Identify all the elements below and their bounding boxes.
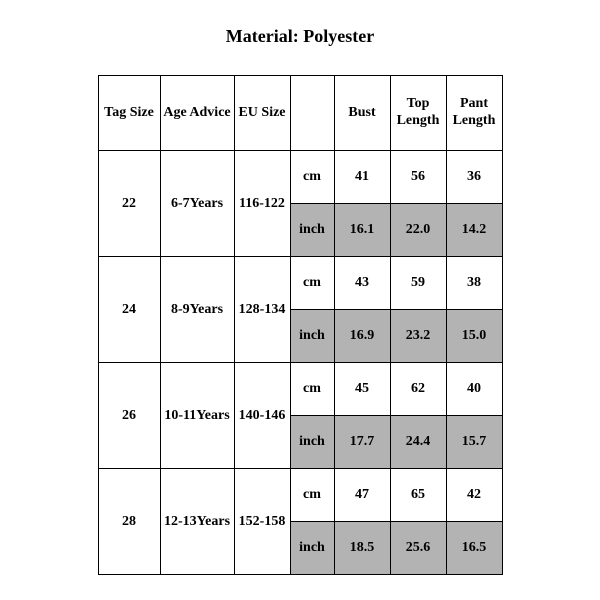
col-tag-size: Tag Size — [98, 76, 160, 151]
cell-eu-size: 116-122 — [234, 151, 290, 257]
col-age-advice: Age Advice — [160, 76, 234, 151]
cell-eu-size: 152-158 — [234, 469, 290, 575]
cell-unit-inch: inch — [290, 310, 334, 363]
cell-top-length: 24.4 — [390, 416, 446, 469]
cell-bust: 41 — [334, 151, 390, 204]
cell-bust: 18.5 — [334, 522, 390, 575]
cell-tag-size: 28 — [98, 469, 160, 575]
cell-unit-cm: cm — [290, 151, 334, 204]
cell-unit-cm: cm — [290, 257, 334, 310]
cell-bust: 43 — [334, 257, 390, 310]
cell-bust: 16.9 — [334, 310, 390, 363]
table-header-row: Tag Size Age Advice EU Size Bust Top Leng… — [98, 76, 502, 151]
cell-pant-length: 16.5 — [446, 522, 502, 575]
table-row: 26 10-11Years 140-146 cm 45 62 40 — [98, 363, 502, 416]
cell-unit-cm: cm — [290, 363, 334, 416]
table-body: 22 6-7Years 116-122 cm 41 56 36 inch 16.… — [98, 151, 502, 575]
cell-bust: 45 — [334, 363, 390, 416]
cell-unit-inch: inch — [290, 204, 334, 257]
cell-pant-length: 14.2 — [446, 204, 502, 257]
cell-pant-length: 15.0 — [446, 310, 502, 363]
col-unit — [290, 76, 334, 151]
cell-top-length: 23.2 — [390, 310, 446, 363]
cell-pant-length: 42 — [446, 469, 502, 522]
cell-bust: 17.7 — [334, 416, 390, 469]
cell-age-advice: 10-11Years — [160, 363, 234, 469]
cell-pant-length: 40 — [446, 363, 502, 416]
col-pant-length-l2: Length — [453, 113, 496, 128]
cell-top-length: 65 — [390, 469, 446, 522]
table-row: 28 12-13Years 152-158 cm 47 65 42 — [98, 469, 502, 522]
cell-pant-length: 38 — [446, 257, 502, 310]
cell-pant-length: 15.7 — [446, 416, 502, 469]
cell-age-advice: 12-13Years — [160, 469, 234, 575]
table-row: 24 8-9Years 128-134 cm 43 59 38 — [98, 257, 502, 310]
col-top-length: Top Length — [390, 76, 446, 151]
cell-unit-inch: inch — [290, 522, 334, 575]
col-top-length-l1: Top — [407, 96, 430, 111]
cell-bust: 16.1 — [334, 204, 390, 257]
cell-tag-size: 22 — [98, 151, 160, 257]
table-row: 22 6-7Years 116-122 cm 41 56 36 — [98, 151, 502, 204]
cell-top-length: 25.6 — [390, 522, 446, 575]
cell-tag-size: 24 — [98, 257, 160, 363]
cell-top-length: 56 — [390, 151, 446, 204]
cell-top-length: 22.0 — [390, 204, 446, 257]
cell-age-advice: 8-9Years — [160, 257, 234, 363]
cell-top-length: 59 — [390, 257, 446, 310]
cell-bust: 47 — [334, 469, 390, 522]
cell-pant-length: 36 — [446, 151, 502, 204]
col-top-length-l2: Length — [397, 113, 440, 128]
col-pant-length-l1: Pant — [460, 96, 488, 111]
cell-top-length: 62 — [390, 363, 446, 416]
col-pant-length: Pant Length — [446, 76, 502, 151]
cell-eu-size: 128-134 — [234, 257, 290, 363]
page: Material: Polyester Tag Size Age Advice … — [0, 0, 600, 600]
cell-eu-size: 140-146 — [234, 363, 290, 469]
cell-age-advice: 6-7Years — [160, 151, 234, 257]
col-eu-size: EU Size — [234, 76, 290, 151]
cell-unit-inch: inch — [290, 416, 334, 469]
cell-tag-size: 26 — [98, 363, 160, 469]
size-table: Tag Size Age Advice EU Size Bust Top Leng… — [98, 75, 503, 575]
page-title: Material: Polyester — [0, 26, 600, 47]
cell-unit-cm: cm — [290, 469, 334, 522]
col-bust: Bust — [334, 76, 390, 151]
